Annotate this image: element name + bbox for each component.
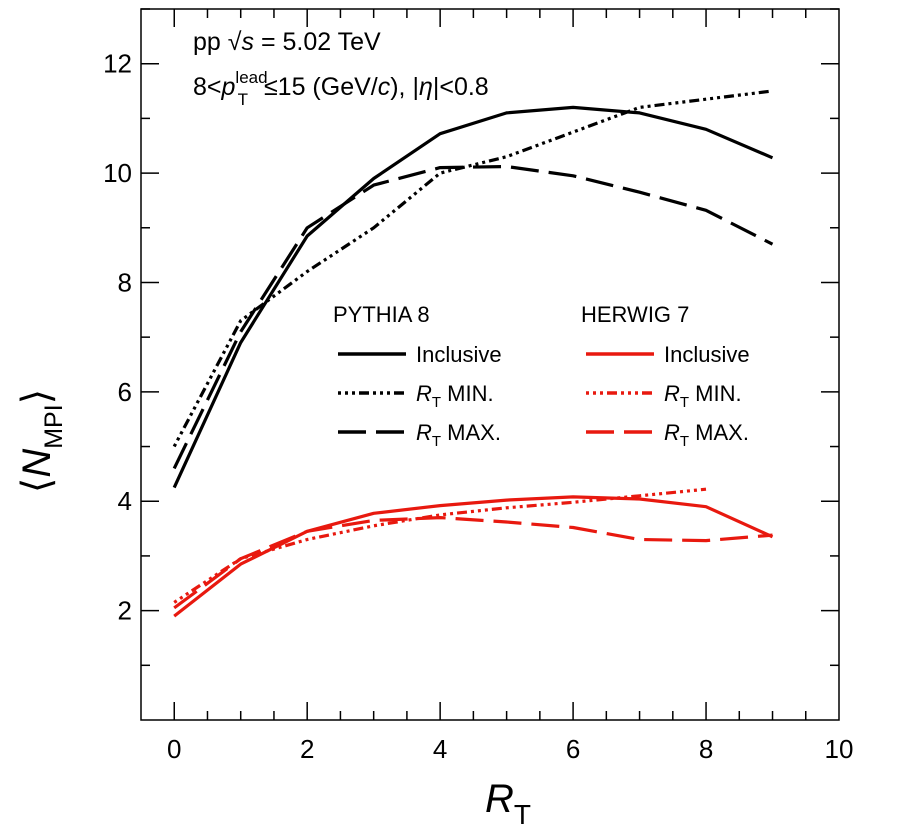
header-line-1: pp √s = 5.02 TeV	[193, 28, 381, 56]
plot-frame	[140, 8, 840, 721]
series-line-pythia-dashed	[172, 164, 774, 470]
x-tick-label: 10	[825, 734, 854, 764]
y-tick-label: 6	[118, 377, 132, 407]
axis-ticks: 0 2 4 6 8 10 2 4 6 8 10 12	[103, 8, 854, 764]
legend-label: RT MIN.	[416, 381, 494, 411]
x-axis-label: RT	[485, 777, 531, 827]
y-tick-label: 12	[103, 49, 132, 79]
series-line-herwig-solid	[173, 495, 774, 618]
series-layer	[172, 89, 774, 618]
legend-group-title: HERWIG 7	[581, 302, 689, 327]
x-tick-label: 2	[300, 734, 314, 764]
y-axis-label: ⟨NMPI⟩	[15, 389, 68, 494]
y-tick-label: 8	[118, 267, 132, 297]
legend-label: Inclusive	[664, 342, 750, 367]
y-tick-label: 2	[118, 596, 132, 626]
x-tick-label: 4	[433, 734, 447, 764]
series-line-pythia-dashdot	[172, 89, 773, 448]
y-tick-label: 4	[118, 486, 132, 516]
x-tick-label: 6	[566, 734, 580, 764]
x-tick-label: 8	[699, 734, 713, 764]
legend-label: RT MAX.	[664, 420, 749, 450]
series-line-herwig-dashdot	[173, 487, 707, 604]
series-line-herwig-dashed	[173, 515, 773, 610]
legend-group-title: PYTHIA 8	[333, 302, 430, 327]
y-tick-label: 10	[103, 158, 132, 188]
header-line-2: 8<plead T ≤15 (GeV/c), |η|<0.8	[193, 68, 489, 109]
series-line-pythia-solid	[172, 105, 774, 489]
legend: PYTHIA 8 Inclusive RT MIN. RT MAX. HERWIG 7 I…	[333, 302, 750, 450]
legend-label: Inclusive	[416, 342, 502, 367]
x-tick-label: 0	[167, 734, 181, 764]
legend-label: RT MIN.	[664, 381, 742, 411]
legend-label: RT MAX.	[416, 420, 501, 450]
